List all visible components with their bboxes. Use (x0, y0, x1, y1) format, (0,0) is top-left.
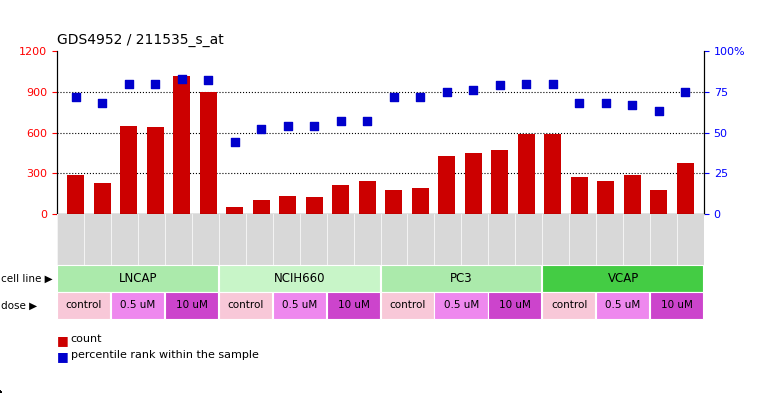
Bar (120, 126, 137, 214)
Text: 0.5 uM: 0.5 uM (282, 300, 317, 310)
Text: dose ▶: dose ▶ (1, 300, 37, 310)
Text: control: control (228, 300, 264, 310)
Bar (385, 190, 403, 214)
Text: percentile rank within the sample: percentile rank within the sample (71, 350, 259, 360)
Text: ■: ■ (57, 350, 68, 363)
Point (96, 100, 108, 107)
Text: NCIH660: NCIH660 (274, 272, 326, 285)
Bar (226, 207, 244, 214)
Point (176, 76, 188, 82)
Text: ■: ■ (57, 334, 68, 347)
Bar (94, 183, 111, 214)
Text: 0.5 uM: 0.5 uM (120, 300, 155, 310)
Bar (650, 190, 667, 214)
Text: count: count (71, 334, 102, 344)
Point (69, 94, 81, 100)
Point (546, 81, 559, 87)
Bar (491, 150, 508, 214)
Point (361, 118, 374, 124)
Point (123, 81, 135, 87)
Text: control: control (66, 300, 102, 310)
Point (680, 89, 692, 95)
Point (202, 77, 215, 84)
Bar (358, 181, 376, 214)
Point (414, 94, 426, 100)
Point (626, 102, 638, 108)
Bar (517, 134, 535, 214)
Text: cell line ▶: cell line ▶ (1, 274, 53, 284)
Bar (253, 200, 270, 214)
Point (573, 100, 585, 107)
Point (600, 100, 612, 107)
Text: PC3: PC3 (450, 272, 473, 285)
Text: 10 uM: 10 uM (176, 300, 208, 310)
Bar (465, 153, 482, 214)
Bar (147, 127, 164, 214)
Bar (279, 196, 296, 214)
Bar (438, 156, 455, 214)
Bar (597, 181, 614, 214)
Point (335, 118, 347, 124)
Text: control: control (390, 300, 425, 310)
Bar (332, 185, 349, 214)
Text: 0.5 uM: 0.5 uM (444, 300, 479, 310)
Point (228, 139, 240, 145)
Point (441, 89, 453, 95)
Point (521, 81, 533, 87)
Bar (412, 188, 429, 214)
Bar (677, 163, 694, 214)
Text: VCAP: VCAP (607, 272, 638, 285)
Bar (544, 134, 562, 214)
Bar (173, 75, 190, 214)
Bar (199, 92, 217, 214)
Point (149, 81, 161, 87)
Point (467, 87, 479, 94)
Bar (67, 175, 84, 214)
Text: 10 uM: 10 uM (661, 300, 693, 310)
Point (653, 108, 665, 115)
Bar (571, 178, 588, 214)
Bar (624, 175, 641, 214)
Point (387, 94, 400, 100)
Text: control: control (551, 300, 587, 310)
Text: LNCAP: LNCAP (119, 272, 158, 285)
Bar (306, 197, 323, 214)
Point (308, 123, 320, 129)
Text: 0.5 uM: 0.5 uM (606, 300, 641, 310)
Point (255, 126, 267, 132)
Text: 10 uM: 10 uM (338, 300, 370, 310)
Point (282, 123, 294, 129)
Text: 10 uM: 10 uM (499, 300, 531, 310)
Text: GDS4952 / 211535_s_at: GDS4952 / 211535_s_at (57, 33, 224, 47)
Point (494, 82, 506, 88)
